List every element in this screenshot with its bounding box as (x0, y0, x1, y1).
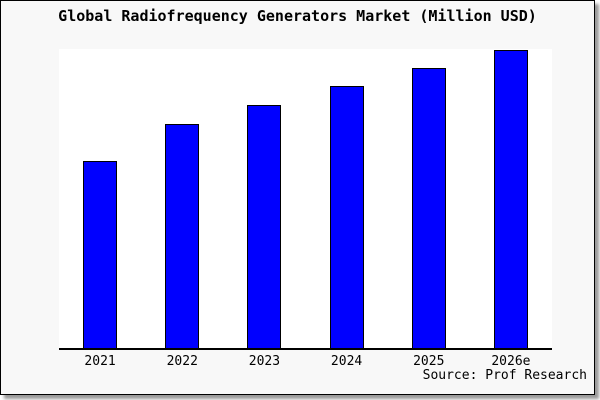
bar-2026e (493, 49, 528, 348)
x-tick-label: 2026e (491, 354, 531, 369)
x-tick-label: 2022 (166, 354, 198, 369)
bar-2022 (165, 123, 200, 348)
source-note: Source: Prof Research (422, 368, 587, 383)
bar-2021 (83, 160, 118, 348)
bar-2025 (411, 67, 446, 348)
chart-title: Global Radiofrequency Generators Market … (58, 7, 537, 25)
chart-card: Global Radiofrequency Generators Market … (0, 0, 595, 395)
bar-2023 (247, 104, 282, 348)
x-tick-label: 2024 (330, 354, 363, 369)
bar-2024 (329, 85, 364, 348)
plot-area (59, 49, 552, 350)
x-axis-labels: 2021 2022 2023 2024 2025 2026e (1, 354, 594, 370)
x-tick-label: 2025 (413, 354, 445, 369)
x-tick-label: 2023 (248, 354, 281, 369)
x-tick-label: 2021 (84, 354, 116, 369)
